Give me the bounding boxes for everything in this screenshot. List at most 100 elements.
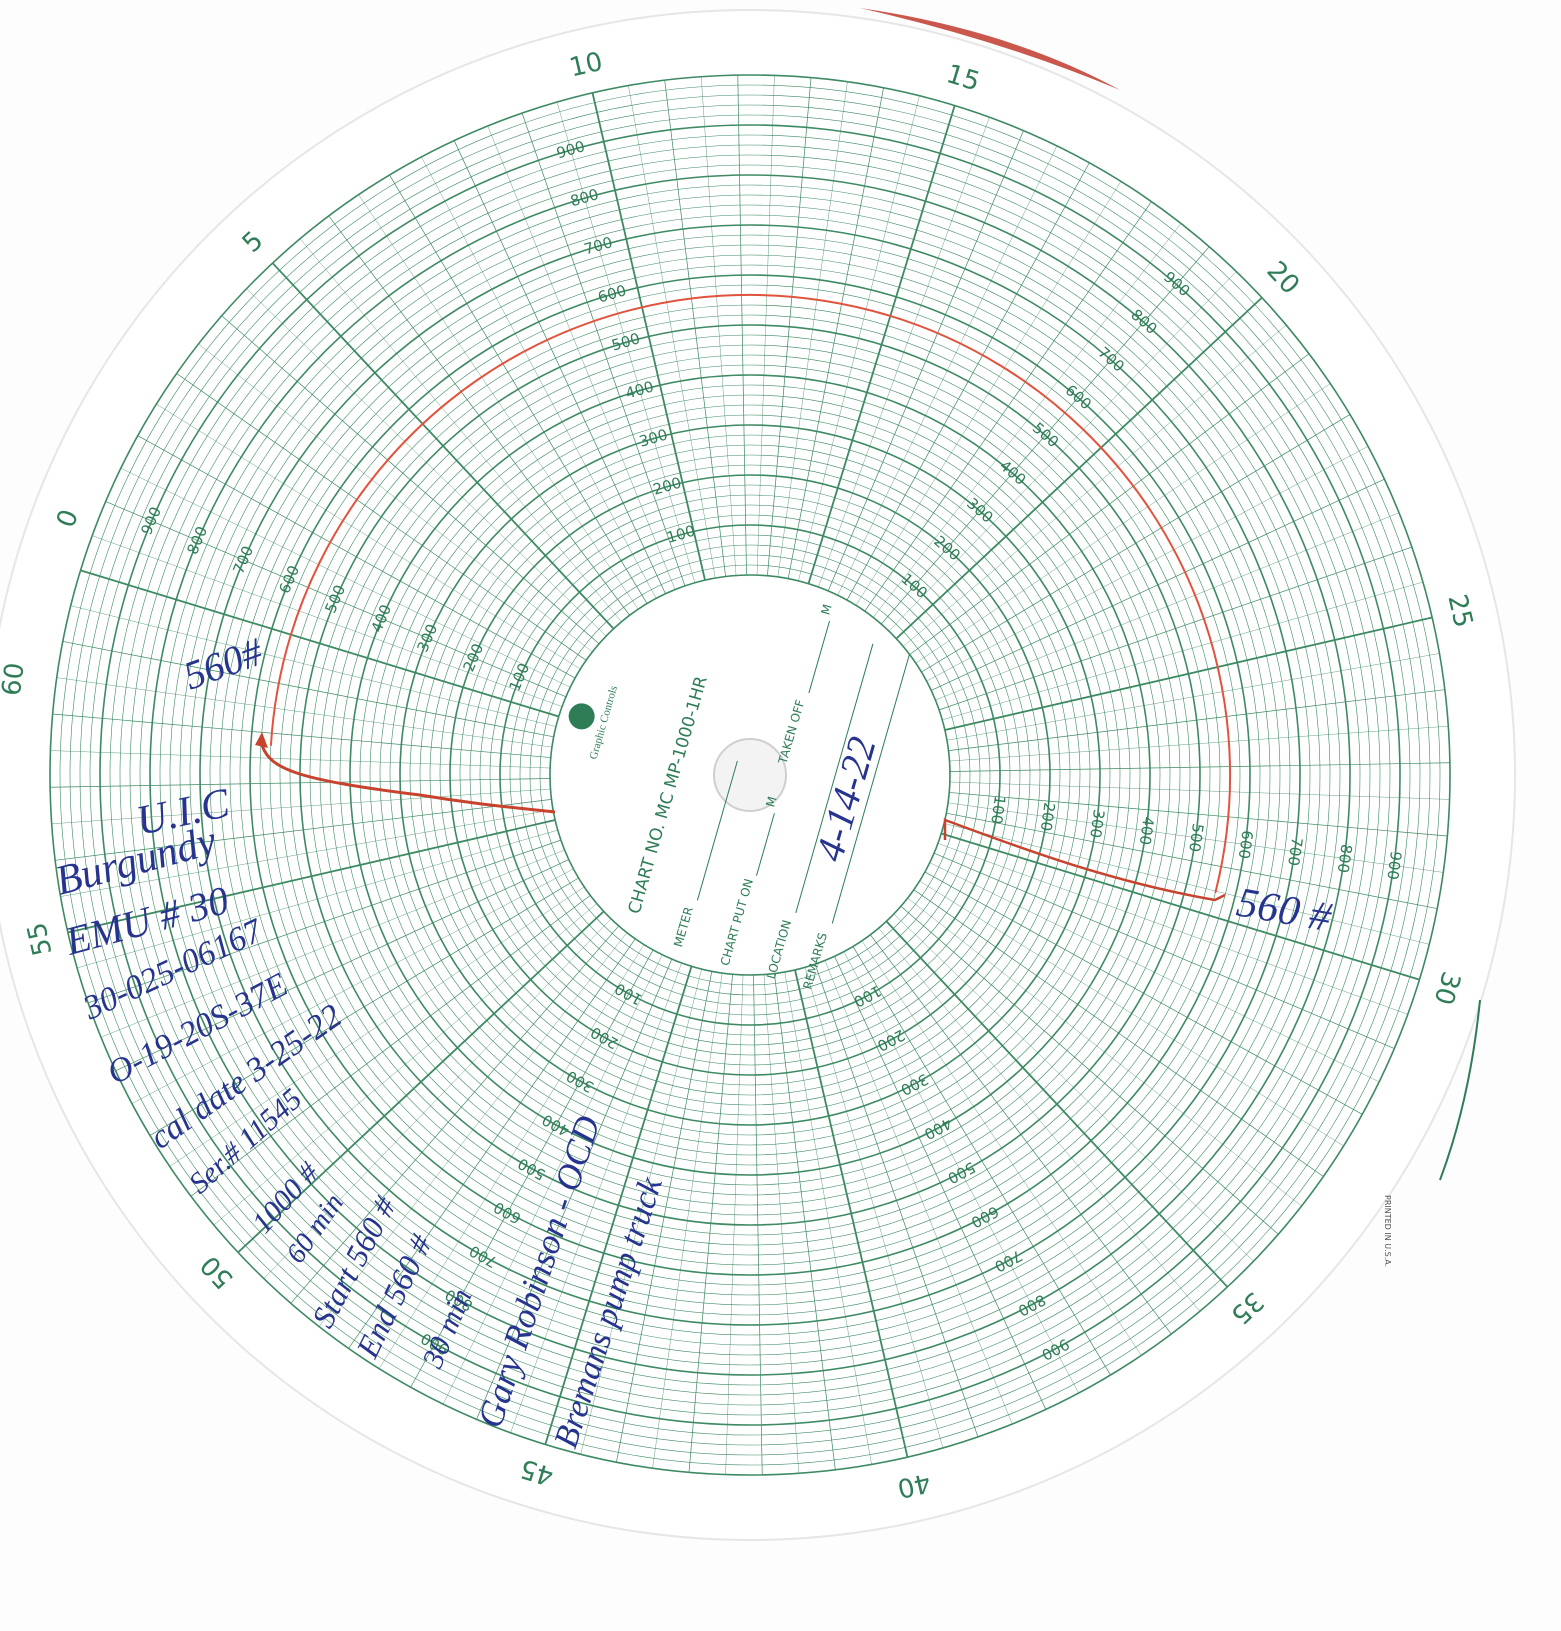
radial (938, 546, 1412, 711)
ring (509, 534, 991, 1016)
ring (499, 524, 1001, 1026)
grid (49, 74, 1451, 1476)
printed-note: PRINTED IN U.S.A. (1383, 1195, 1392, 1267)
ring (539, 564, 961, 986)
radial (389, 174, 648, 604)
center-hole (713, 738, 787, 812)
ring (159, 184, 1341, 1366)
minute-label: 40 (894, 1466, 933, 1503)
radial (807, 105, 956, 585)
radial (864, 201, 1152, 612)
radial (591, 92, 706, 581)
radial (198, 343, 593, 653)
radial (213, 903, 597, 1226)
radial (843, 951, 1079, 1394)
radial (777, 81, 848, 577)
pressure-label: 400 (1136, 815, 1158, 846)
ring (459, 484, 1041, 1066)
radial (794, 969, 909, 1458)
ring (89, 114, 1411, 1436)
pressure-label: 100 (987, 794, 1009, 825)
radial (70, 605, 556, 727)
field-line (831, 654, 910, 924)
radial (62, 641, 554, 738)
radial (861, 940, 1142, 1356)
ring (59, 84, 1441, 1466)
radial (487, 125, 676, 590)
radial (834, 956, 1047, 1410)
radial (137, 435, 576, 679)
radial (169, 886, 585, 1167)
radial (767, 77, 812, 576)
radial (926, 446, 1369, 682)
radial (453, 140, 666, 594)
radial (271, 262, 615, 630)
ring (309, 334, 1191, 1216)
radial (753, 974, 763, 1475)
ring (219, 244, 1281, 1306)
pressure-label: 900 (1383, 850, 1405, 881)
radial (348, 938, 636, 1349)
radial (328, 215, 630, 616)
field-line (696, 760, 738, 901)
pressure-label: 600 (1235, 829, 1257, 860)
m-label: M (818, 603, 834, 617)
ring (79, 104, 1421, 1446)
ring (229, 254, 1271, 1296)
radial (410, 949, 654, 1388)
radial (895, 296, 1263, 640)
pressure-label: 800 (1334, 843, 1356, 874)
radial (176, 373, 587, 661)
field-line (808, 620, 831, 694)
radial (190, 895, 591, 1197)
radial (919, 880, 1344, 1147)
radial (944, 823, 1430, 945)
radial (915, 383, 1331, 664)
radial (913, 889, 1324, 1177)
ring (279, 304, 1221, 1246)
radial (510, 962, 682, 1433)
radial (763, 974, 800, 1474)
radial (221, 315, 600, 645)
ring (379, 404, 1121, 1146)
radial (949, 792, 1448, 837)
ring (189, 214, 1311, 1336)
ring (239, 264, 1261, 1286)
radial (616, 971, 713, 1463)
radial (798, 95, 920, 581)
trace-spike (255, 732, 268, 748)
pressure-label: 300 (1086, 808, 1108, 839)
ring (69, 94, 1431, 1456)
paper-edge (1439, 999, 1481, 1181)
radial (77, 829, 558, 969)
radial (421, 156, 657, 599)
radial (442, 954, 663, 1405)
ring (49, 74, 1451, 1476)
radial (737, 75, 747, 576)
radial (67, 819, 556, 934)
ring (179, 204, 1321, 1346)
ring (389, 414, 1111, 1136)
ring (249, 274, 1251, 1276)
minute-label: 55 (22, 919, 59, 958)
radial (156, 403, 581, 670)
pressure-label: 700 (1284, 836, 1306, 867)
radial (774, 973, 836, 1470)
radial (60, 809, 554, 897)
radial (237, 910, 605, 1254)
radial (88, 839, 562, 1004)
radial (872, 223, 1182, 618)
radial (725, 974, 744, 1475)
radial (946, 812, 1438, 909)
radial (942, 581, 1423, 721)
ring (449, 474, 1051, 1076)
radial (92, 535, 563, 707)
radial (824, 960, 1013, 1425)
radial (852, 946, 1111, 1376)
ring (99, 124, 1401, 1426)
ring (419, 444, 1081, 1106)
radial (949, 781, 1450, 800)
ring (339, 364, 1161, 1186)
trace (260, 744, 556, 814)
